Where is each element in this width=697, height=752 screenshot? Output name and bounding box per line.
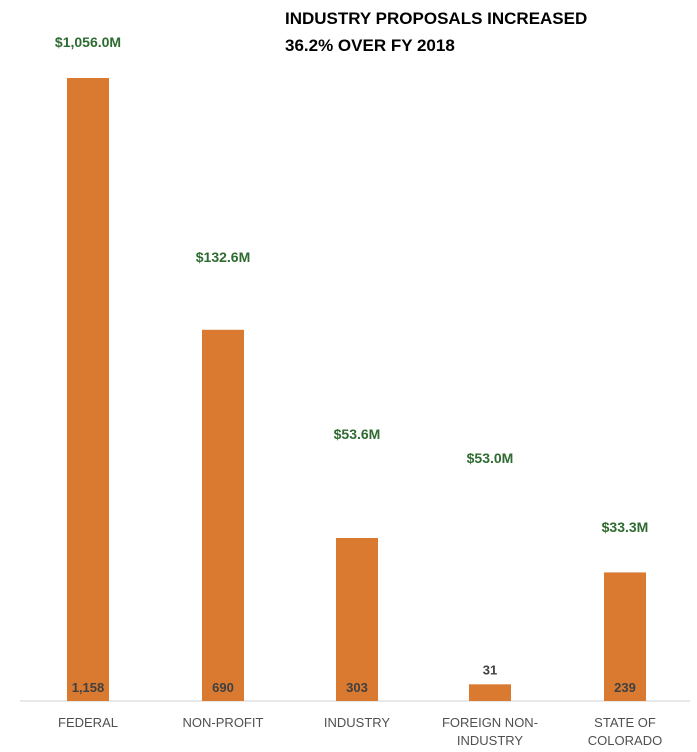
category-label-3-1: INDUSTRY bbox=[457, 733, 524, 748]
category-label-4-1: COLORADO bbox=[588, 733, 662, 748]
amount-label-3: $53.0M bbox=[467, 450, 514, 466]
category-label-1-0: NON-PROFIT bbox=[183, 715, 264, 730]
count-label-2: 303 bbox=[346, 680, 368, 695]
category-label-0-0: FEDERAL bbox=[58, 715, 118, 730]
category-label-4-0: STATE OF bbox=[594, 715, 656, 730]
bar-0 bbox=[67, 78, 109, 701]
bar-3 bbox=[469, 684, 511, 701]
amount-label-0: $1,056.0M bbox=[55, 34, 121, 50]
bars-group: 1,158 $1,056.0M FEDERAL 690 $132.6M NON-PROFI… bbox=[55, 34, 662, 748]
chart-title-line-1: INDUSTRY PROPOSALS INCREASED bbox=[285, 9, 587, 28]
count-label-3: 31 bbox=[483, 662, 497, 677]
amount-label-1: $132.6M bbox=[196, 249, 250, 265]
amount-label-2: $53.6M bbox=[334, 426, 381, 442]
bar-2 bbox=[336, 537, 378, 701]
chart-title-line-2: 36.2% OVER FY 2018 bbox=[285, 36, 455, 55]
amount-label-4: $33.3M bbox=[602, 519, 649, 535]
category-label-2-0: INDUSTRY bbox=[324, 715, 391, 730]
bar-4 bbox=[604, 572, 646, 701]
count-label-1: 690 bbox=[212, 680, 234, 695]
count-label-4: 239 bbox=[614, 680, 636, 695]
count-label-0: 1,158 bbox=[72, 680, 105, 695]
category-label-3-0: FOREIGN NON- bbox=[442, 715, 538, 730]
bar-1 bbox=[202, 329, 244, 701]
